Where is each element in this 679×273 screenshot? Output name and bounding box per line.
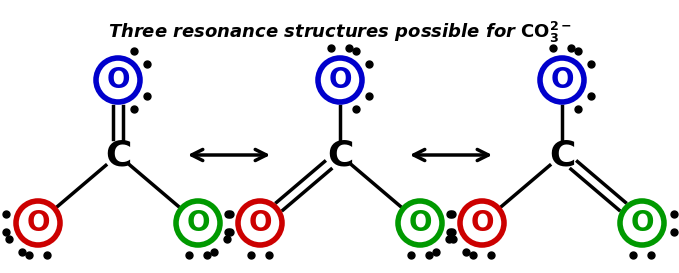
Text: O: O (106, 66, 130, 94)
Text: O: O (550, 66, 574, 94)
Text: O: O (630, 209, 654, 237)
Text: O: O (26, 209, 50, 237)
Text: O: O (249, 209, 272, 237)
Text: C: C (549, 138, 575, 172)
Text: C: C (105, 138, 131, 172)
Text: Three resonance structures possible for $\mathbf{CO_3^{2-}}$: Three resonance structures possible for … (107, 20, 572, 45)
Text: O: O (408, 209, 432, 237)
Text: O: O (328, 66, 352, 94)
Text: O: O (186, 209, 210, 237)
Text: C: C (327, 138, 353, 172)
Text: O: O (471, 209, 494, 237)
